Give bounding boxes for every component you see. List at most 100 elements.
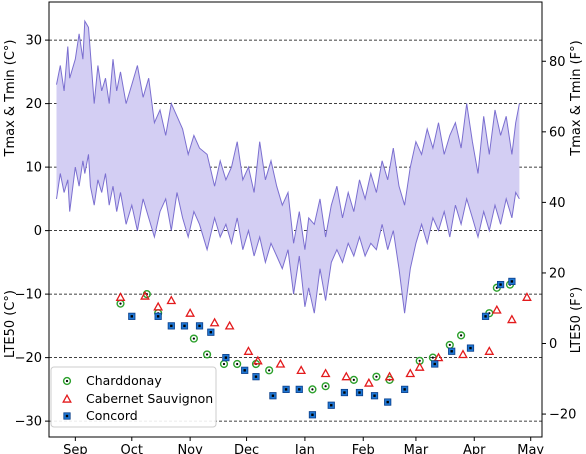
data-point	[224, 320, 235, 330]
legend-label-charddonay: Charddonay	[86, 373, 162, 388]
data-point-center	[183, 324, 186, 328]
data-point-center	[499, 283, 502, 286]
data-point	[209, 317, 220, 327]
axes: 30 20 10 0 −10 −20 −30 80 60 40 20 0 −20 Sep Oct Nov Dec…	[15, 34, 577, 454]
data-point-center	[418, 359, 421, 362]
data-point-center	[198, 324, 201, 328]
data-point-center	[224, 356, 228, 359]
data-point	[491, 304, 502, 314]
x-tick-label: Mar	[404, 443, 429, 454]
data-point-center	[450, 350, 453, 353]
x-tick-label: May	[517, 443, 544, 454]
x-tick-label: Oct	[121, 443, 143, 454]
data-point-center	[222, 362, 226, 366]
y-tick-label-right: 40	[549, 196, 566, 211]
legend-box	[50, 366, 217, 428]
data-point-center	[209, 331, 213, 334]
tmax-tmin-band	[56, 21, 520, 314]
data-point	[433, 352, 444, 362]
data-point	[166, 295, 177, 305]
data-point	[140, 290, 150, 300]
y-tick-label-right: 80	[549, 55, 566, 70]
data-point-center	[352, 378, 355, 381]
plot-frame	[48, 1, 543, 438]
y-tick-label-left: 0	[34, 224, 42, 239]
data-point	[265, 366, 274, 375]
data-point-center	[373, 394, 376, 397]
data-point-center	[343, 391, 346, 394]
tmin-line	[56, 154, 520, 314]
x-tick-label: Jan	[294, 443, 315, 454]
data-point	[363, 377, 374, 387]
data-point-center	[433, 362, 436, 366]
data-point-center	[358, 391, 361, 394]
data-point	[484, 346, 495, 355]
data-point-center	[205, 353, 209, 356]
data-point	[506, 314, 517, 324]
data-point	[189, 334, 198, 343]
y-tick-label-left: −30	[15, 415, 42, 430]
data-point-center	[284, 388, 288, 391]
data-point-center	[119, 302, 122, 305]
y-tick-label-left: −20	[15, 351, 42, 366]
data-point-center	[431, 356, 434, 359]
data-point	[341, 371, 352, 381]
data-point-center	[403, 388, 406, 391]
legend-markers	[62, 376, 72, 420]
tmax-line	[56, 19, 520, 250]
data-point-center	[459, 334, 463, 337]
data-point	[320, 368, 331, 378]
y-axis-title-left-lower: LTE50 (C°)	[3, 290, 18, 358]
data-point	[153, 301, 164, 311]
data-point-center	[311, 388, 314, 391]
legend-label-cabernet-sauvignon: Cabernet Sauvignon	[86, 391, 213, 406]
data-point	[384, 371, 395, 381]
y-tick-label-left: −10	[15, 288, 42, 303]
data-point	[414, 362, 425, 371]
data-point-center	[156, 315, 160, 318]
legend-marker-center	[65, 379, 69, 383]
data-point	[275, 358, 286, 368]
x-tick-label: Apr	[463, 443, 486, 454]
data-point	[115, 292, 126, 301]
legend: Charddonay Cabernet Sauvignon Concord	[50, 366, 217, 428]
x-tick-label: Feb	[352, 443, 375, 454]
data-point-center	[386, 400, 389, 404]
y-tick-label-left: 30	[25, 34, 42, 49]
x-tick-label: Nov	[177, 443, 203, 454]
data-point	[405, 368, 416, 378]
data-point	[456, 331, 466, 340]
x-tick-label: Dec	[234, 443, 259, 454]
series-concord	[128, 277, 516, 419]
data-point-center	[375, 375, 378, 378]
y-tick-label-right: 20	[549, 266, 566, 281]
data-point-center	[484, 315, 487, 318]
legend-label-concord: Concord	[86, 408, 138, 423]
legend-marker	[62, 376, 72, 386]
data-point-center	[170, 324, 173, 328]
data-point-center	[510, 280, 514, 283]
data-point-center	[192, 337, 195, 340]
data-point-center	[271, 394, 275, 397]
lte50-markers	[115, 277, 532, 419]
data-point	[252, 355, 263, 365]
legend-marker-center	[65, 414, 69, 418]
legend-marker	[62, 393, 72, 403]
data-point-center	[268, 369, 271, 372]
data-point	[372, 372, 381, 381]
y-tick-label-right: 60	[549, 125, 566, 140]
data-point	[522, 292, 532, 301]
data-point	[243, 346, 254, 355]
y-axis-title-right-lower: LTE50 (F°)	[569, 287, 584, 353]
x-tick-label: Sep	[63, 443, 88, 454]
data-point-center	[324, 385, 327, 388]
data-point	[296, 365, 307, 375]
data-point-center	[311, 413, 314, 416]
data-point-center	[298, 388, 301, 391]
data-point	[185, 308, 196, 317]
y-tick-label-right: −20	[549, 408, 576, 423]
data-point-center	[254, 375, 258, 378]
data-point-center	[243, 369, 246, 372]
data-point	[308, 385, 317, 394]
